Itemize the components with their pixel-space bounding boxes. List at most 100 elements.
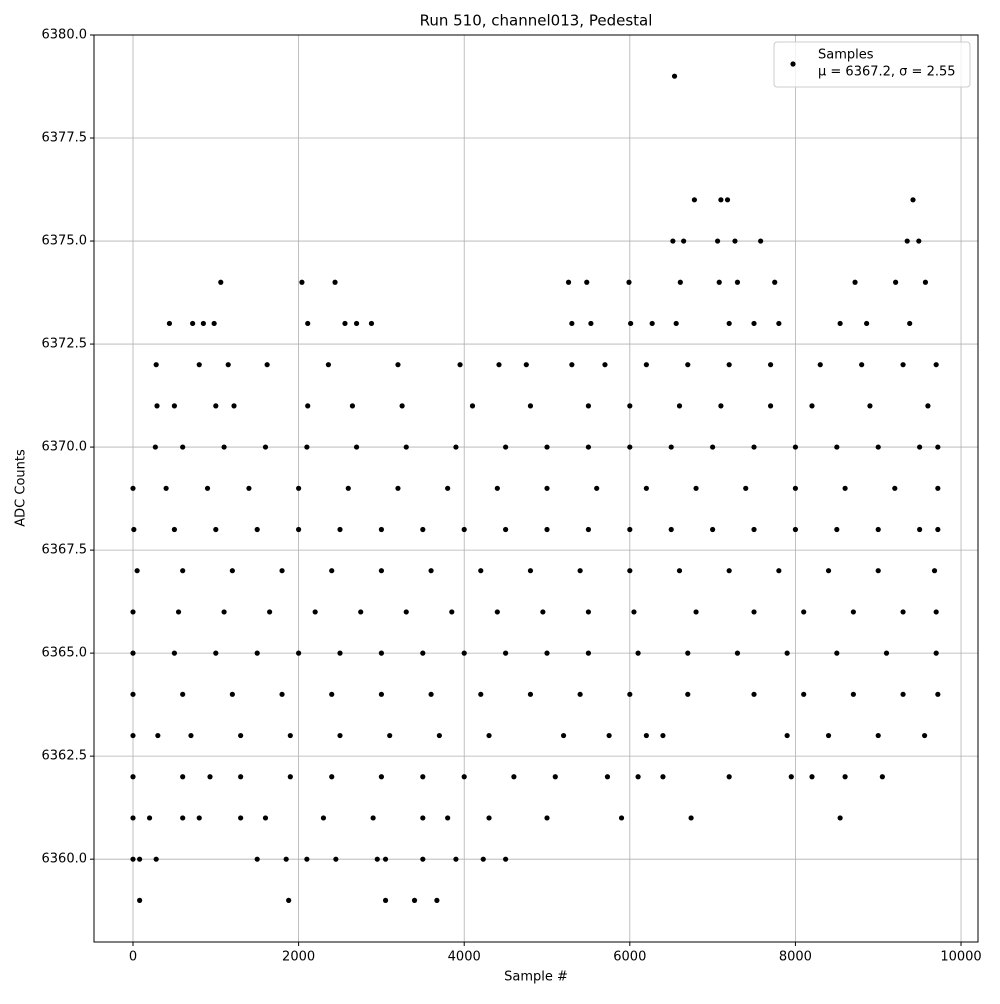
point (207, 774, 213, 780)
point (792, 526, 799, 533)
point (850, 609, 856, 615)
point (626, 279, 632, 285)
point (726, 320, 732, 327)
point (732, 238, 738, 244)
point (254, 526, 260, 533)
x-tick-label: 8000 (779, 950, 812, 965)
point (403, 444, 409, 450)
point (190, 320, 196, 327)
point (544, 650, 550, 656)
point (743, 485, 749, 491)
point (916, 238, 922, 244)
point (428, 568, 434, 574)
x-tick-label: 4000 (448, 950, 481, 965)
point (693, 609, 699, 615)
point (221, 609, 227, 615)
point (296, 526, 302, 533)
point (434, 897, 440, 903)
point (588, 320, 594, 327)
point (734, 279, 741, 285)
point (834, 650, 840, 656)
point (204, 485, 211, 491)
point (628, 320, 634, 327)
point (420, 774, 426, 780)
point (837, 815, 843, 821)
point (527, 403, 534, 409)
point (594, 485, 600, 491)
point (130, 485, 136, 491)
point (643, 732, 649, 739)
y-tick-label: 6372.5 (42, 337, 88, 352)
point (130, 815, 136, 821)
point (875, 568, 881, 574)
point (428, 691, 434, 697)
point (585, 650, 592, 656)
point (618, 815, 625, 821)
y-tick-label: 6360.0 (42, 852, 88, 867)
point (726, 362, 732, 368)
point (792, 444, 799, 450)
point (374, 856, 380, 862)
point (378, 774, 385, 780)
point (933, 650, 939, 656)
point (337, 732, 343, 739)
point (933, 362, 939, 368)
point (296, 485, 302, 491)
point (480, 856, 486, 862)
point (875, 732, 881, 739)
point (329, 691, 335, 697)
point (171, 650, 178, 656)
point (486, 815, 492, 821)
point (279, 691, 285, 697)
legend-stats: μ = 6367.2, σ = 2.55 (818, 65, 956, 80)
point (152, 444, 158, 450)
point (486, 732, 492, 739)
point (378, 650, 385, 656)
point (681, 238, 687, 244)
point (130, 856, 136, 862)
point (892, 485, 898, 491)
point (716, 279, 722, 285)
point (196, 815, 202, 821)
point (751, 609, 757, 615)
point (180, 444, 186, 450)
point (449, 609, 455, 615)
point (584, 279, 590, 285)
point (287, 732, 293, 739)
point (671, 73, 678, 79)
point (931, 568, 938, 574)
point (353, 320, 360, 327)
point (378, 691, 385, 697)
point (503, 650, 509, 656)
point (503, 526, 509, 533)
point (569, 320, 575, 327)
point (883, 650, 890, 656)
point (387, 732, 393, 739)
point (569, 362, 575, 368)
point (213, 526, 219, 533)
point (146, 815, 153, 821)
y-tick-label: 6380.0 (42, 28, 88, 43)
point (604, 774, 611, 780)
point (935, 444, 941, 450)
point (751, 691, 757, 697)
point (325, 362, 332, 368)
point (180, 568, 186, 574)
point (904, 238, 910, 244)
point (382, 897, 389, 903)
point (544, 444, 550, 450)
point (643, 362, 649, 368)
point (751, 526, 757, 533)
point (196, 362, 202, 368)
point (540, 609, 546, 615)
point (134, 568, 140, 574)
point (801, 691, 807, 697)
point (213, 650, 219, 656)
y-axis-label: ADC Counts (14, 449, 29, 527)
point (358, 609, 364, 615)
point (726, 774, 732, 780)
point (801, 609, 807, 615)
point (842, 774, 848, 780)
point (852, 279, 858, 285)
point (544, 815, 550, 821)
